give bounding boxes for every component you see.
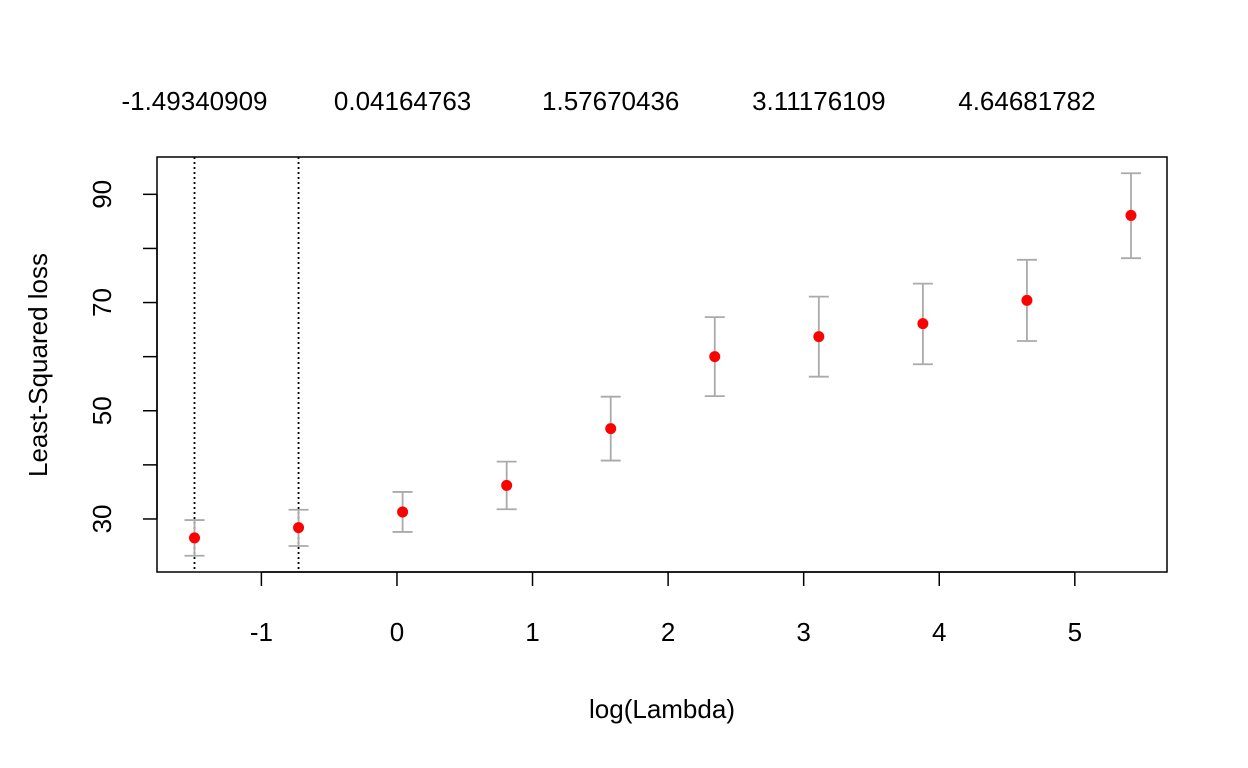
top-axis: -1.49340909 0.04164763 1.57670436 3.1117610… [121, 86, 1095, 116]
y-axis-label: Least-Squared loss [23, 253, 53, 477]
y-axis: 30 50 70 90 [87, 180, 158, 534]
x-tick-label: -1 [250, 617, 273, 647]
data-point [709, 351, 721, 363]
data-point [605, 423, 617, 435]
x-tick-label: 5 [1068, 617, 1082, 647]
data-point [917, 318, 929, 330]
plot-area [184, 157, 1141, 572]
top-axis-label: 1.57670436 [542, 86, 679, 116]
data-point [501, 479, 513, 491]
y-tick-label: 70 [87, 288, 117, 317]
data-point [293, 522, 305, 534]
data-point [188, 532, 200, 544]
top-axis-label: 4.64681782 [958, 86, 1095, 116]
data-point [1125, 209, 1137, 221]
data-point [1021, 294, 1033, 306]
y-tick-label: 50 [87, 396, 117, 425]
x-tick-label: 4 [932, 617, 946, 647]
x-tick-label: 3 [796, 617, 810, 647]
y-tick-label: 30 [87, 505, 117, 534]
top-axis-label: 0.04164763 [334, 86, 471, 116]
x-tick-label: 2 [661, 617, 675, 647]
x-tick-label: 0 [390, 617, 404, 647]
x-axis: -1 0 1 2 3 4 5 [250, 571, 1082, 647]
top-axis-label: 3.11176109 [752, 86, 886, 116]
data-point [813, 331, 825, 343]
x-axis-label: log(Lambda) [589, 694, 735, 724]
x-tick-label: 1 [525, 617, 539, 647]
data-point [397, 506, 409, 518]
top-axis-label: -1.49340909 [121, 86, 267, 116]
y-tick-label: 90 [87, 180, 117, 209]
